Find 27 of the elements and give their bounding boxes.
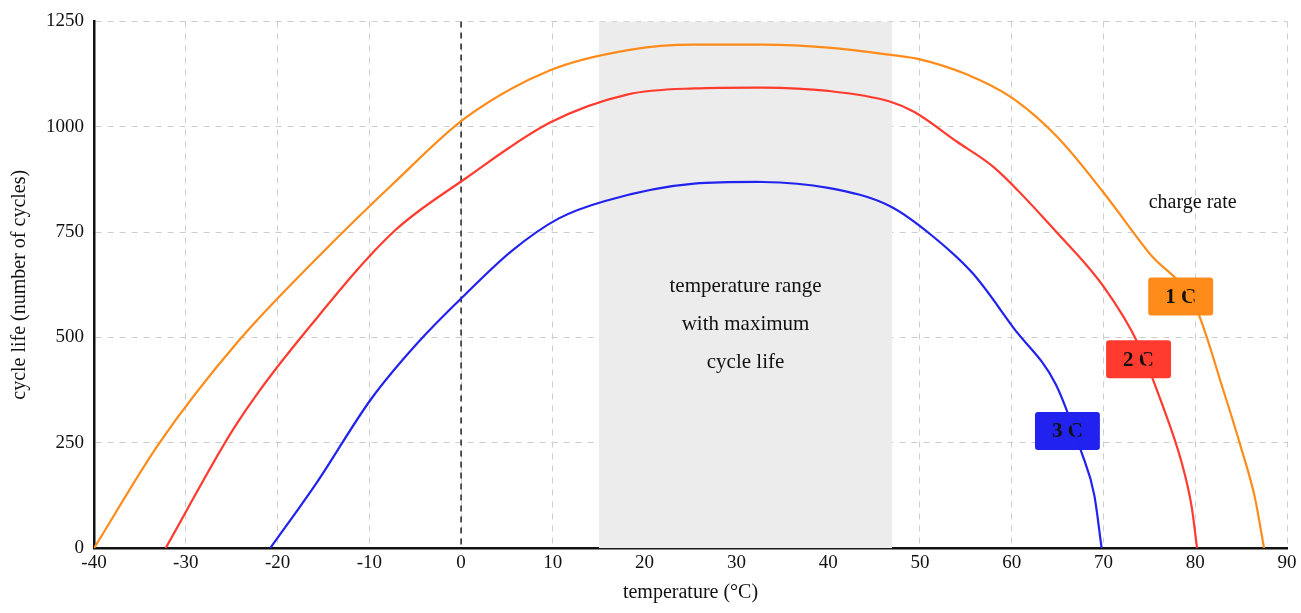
band-label: temperature range with maximum cycle life xyxy=(669,273,822,374)
y-tick-label: 0 xyxy=(74,536,84,558)
x-tick-label: 70 xyxy=(1093,550,1113,572)
x-tick-label: 20 xyxy=(635,550,655,572)
y-tick-label: 1000 xyxy=(46,114,84,136)
y-tick-label: 500 xyxy=(55,325,84,347)
line-series xyxy=(94,43,1266,549)
x-tick-label: 60 xyxy=(1002,550,1022,572)
x-tick-label: 40 xyxy=(818,550,838,572)
y-tick-label: 1250 xyxy=(46,9,84,31)
x-tick-label: 90 xyxy=(1277,550,1297,572)
x-tick-label: 10 xyxy=(543,550,563,572)
x-tick-label: 30 xyxy=(726,550,746,572)
x-tick-label: 80 xyxy=(1185,550,1205,572)
x-tick-label: 0 xyxy=(456,550,466,572)
y-tick-label: 750 xyxy=(55,220,84,242)
line-series xyxy=(269,180,1103,549)
annotation: charge rate xyxy=(1148,189,1237,213)
line-series xyxy=(164,86,1199,549)
x-tick-label: 50 xyxy=(910,550,930,572)
x-tick-label: -20 xyxy=(264,550,291,572)
x-tick-label: -10 xyxy=(356,550,382,572)
x-tick-label: -30 xyxy=(173,550,199,572)
y-tick-label: 250 xyxy=(55,430,84,452)
series-label: 1 C xyxy=(1165,283,1197,308)
y-axis-title: cycle life (number of cycles) xyxy=(7,169,31,400)
x-axis-title: temperature (°C) xyxy=(622,580,759,604)
